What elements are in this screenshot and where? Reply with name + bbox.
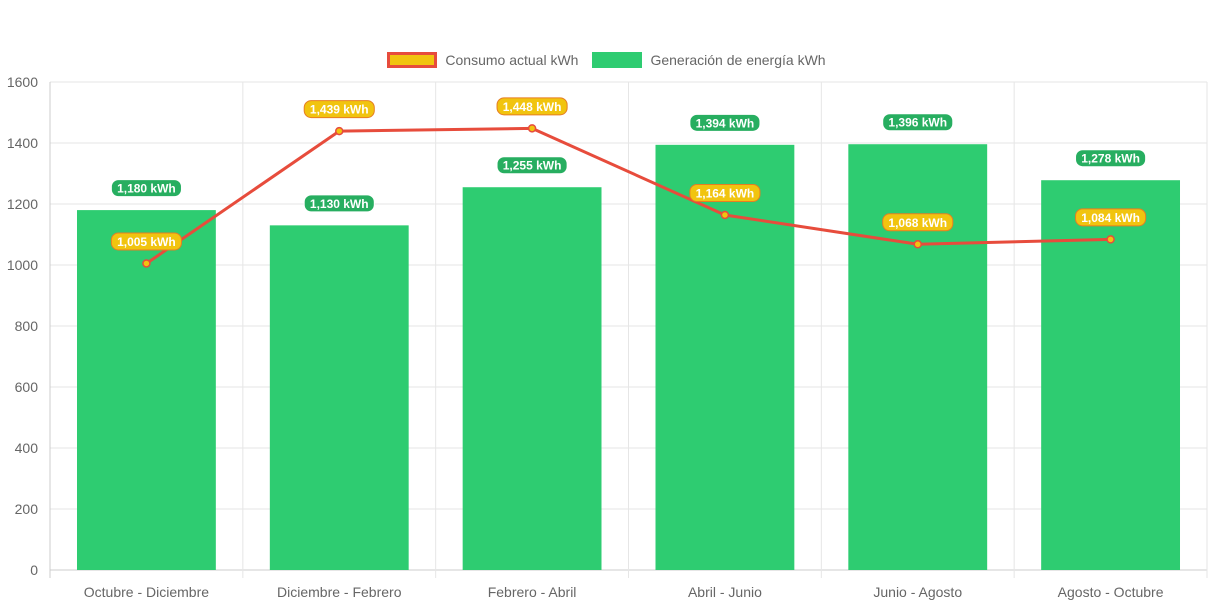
- bar: [462, 187, 602, 570]
- line-data-label-bg: [303, 100, 375, 119]
- bar-data-label: 1,180 kWh: [117, 182, 176, 196]
- line-data-label-bg: [689, 183, 761, 202]
- line-data-label: 1,084 kWh: [1081, 211, 1140, 225]
- bar-data-label: 1,396 kWh: [888, 116, 947, 130]
- x-tick-label: Diciembre - Febrero: [277, 584, 402, 600]
- line-data-label: 1,068 kWh: [888, 216, 947, 230]
- bar: [76, 210, 216, 570]
- bar-data-label-bg: [1075, 149, 1147, 168]
- y-tick-label: 600: [15, 379, 39, 395]
- line-data-label-bg: [496, 97, 568, 116]
- bar: [848, 144, 988, 570]
- bar: [1041, 180, 1181, 570]
- legend: Consumo actual kWh Generación de energía…: [0, 52, 1213, 68]
- x-tick-label: Junio - Agosto: [873, 584, 962, 600]
- bar-data-label-bg: [303, 194, 375, 213]
- y-tick-label: 1400: [7, 135, 38, 151]
- bar-data-label-bg: [110, 179, 182, 198]
- line-point: [335, 126, 344, 136]
- line-data-label: 1,164 kWh: [696, 186, 755, 200]
- bar: [655, 144, 795, 570]
- legend-swatch-consumo: [387, 52, 438, 68]
- x-tick-label: Febrero - Abril: [488, 584, 577, 600]
- bar-data-label: 1,278 kWh: [1081, 152, 1140, 166]
- y-tick-label: 1600: [7, 74, 38, 90]
- legend-item-consumo[interactable]: Consumo actual kWh: [387, 52, 578, 68]
- line-point: [913, 240, 922, 249]
- y-tick-label: 1000: [7, 257, 38, 273]
- bar-data-label: 1,255 kWh: [503, 159, 562, 173]
- line-point: [527, 124, 537, 133]
- bar-data-label-bg: [689, 113, 761, 132]
- bar-data-label: 1,394 kWh: [696, 116, 755, 130]
- line-data-label-bg: [1075, 208, 1147, 227]
- line-data-label: 1,005 kWh: [117, 235, 176, 249]
- legend-label-generacion: Generación de energía kWh: [650, 52, 826, 68]
- x-tick-label: Abril - Junio: [688, 584, 762, 600]
- line-series: [145, 126, 1111, 265]
- y-tick-label: 400: [15, 440, 39, 456]
- bar: [269, 225, 409, 570]
- line-data-label-bg: [110, 232, 182, 251]
- line-point: [1106, 235, 1115, 244]
- line-point: [142, 259, 151, 268]
- bar-data-label-bg: [882, 113, 954, 132]
- bar-data-label: 1,130 kWh: [310, 197, 369, 211]
- line-data-label: 1,439 kWh: [310, 103, 369, 117]
- line-point: [720, 210, 730, 220]
- line-data-label-bg: [882, 213, 954, 232]
- y-tick-label: 0: [30, 562, 38, 578]
- legend-item-generacion[interactable]: Generación de energía kWh: [592, 52, 826, 68]
- x-tick-label: Agosto - Octubre: [1058, 584, 1164, 600]
- bar-data-label-bg: [496, 156, 568, 175]
- x-tick-label: Octubre - Diciembre: [84, 584, 209, 600]
- y-tick-label: 200: [15, 501, 39, 517]
- legend-swatch-generacion: [592, 52, 643, 68]
- legend-label-consumo: Consumo actual kWh: [445, 52, 579, 68]
- y-tick-label: 800: [15, 318, 39, 334]
- y-tick-label: 1200: [7, 196, 38, 212]
- line-data-label: 1,448 kWh: [503, 100, 562, 114]
